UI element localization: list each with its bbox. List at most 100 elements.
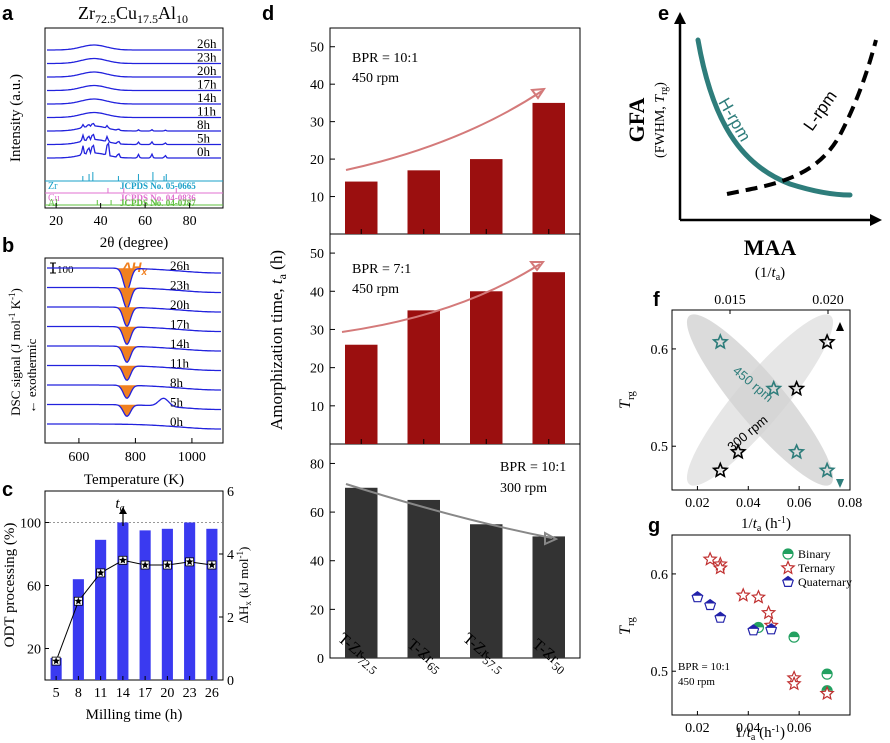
xrd-curve-17h: [47, 84, 221, 92]
d1-bar-1: [407, 170, 440, 234]
panel-a-xticks: 20 40 60 80: [49, 203, 197, 229]
g-point-binary-1-fill: [789, 632, 800, 638]
panel-g: g 0.02 0.04 0.06 0.5 0.6 Binary Ternary Quat…: [617, 515, 852, 743]
f-xtick-label: 0.02: [685, 496, 710, 511]
legend-quaternary-icon-fill: [782, 576, 794, 581]
panel-g-letter: g: [648, 515, 660, 537]
panel-f-xlabel: 1/ta (h-1): [741, 515, 791, 534]
d2-bar-1: [407, 310, 440, 444]
panel-c-ylabel-right: ΔHx (kJ mol-1): [235, 547, 253, 624]
d1-bar-3: [532, 102, 565, 234]
panel-a-xrd-curves: [47, 44, 221, 159]
d1-ytick-label: 20: [310, 153, 324, 168]
g-point-quaternary-0-fill: [692, 591, 703, 596]
c-ytick-left-label: 60: [27, 580, 41, 595]
xrd-curve-11h: [47, 111, 221, 119]
g-point-ternary-0: [702, 551, 718, 566]
panel-b-curve-labels: 26h 23h 20h 17h 14h 11h 8h 5h 0h: [170, 258, 190, 429]
dsc-label-0h: 0h: [170, 414, 184, 429]
xrd-curve-20h: [47, 71, 221, 78]
dsc-label-23h: 23h: [170, 278, 190, 293]
ref-cu-element: Cu: [48, 193, 60, 204]
dsc-curve-5h: [47, 397, 221, 417]
panel-d-bars: [345, 102, 565, 658]
g-point-quaternary-4-fill: [765, 623, 777, 628]
ref-zr-jcpds: JCPDS No. 05-0665: [120, 181, 196, 191]
panel-c-bars: [45, 522, 223, 680]
d3-bar-1: [407, 499, 440, 658]
d2-ytick-label: 40: [310, 285, 324, 300]
g-point-ternary-8: [786, 675, 802, 691]
d3-ytick-label: 80: [310, 457, 324, 472]
f-point-450-0: [711, 332, 730, 350]
d3-ytick-label: 20: [310, 603, 324, 618]
panel-a-letter: a: [2, 3, 14, 25]
panel-b-xticks: 600 800 1000: [68, 438, 206, 465]
f-point-450-2: [787, 443, 806, 460]
c-ytick-left-label: 100: [20, 517, 41, 532]
panel-g-ticks: 0.02 0.04 0.06 0.5 0.6: [651, 568, 812, 736]
c-bar-17: [139, 530, 151, 680]
d3-bar-2: [470, 524, 503, 658]
f-point-300-0: [711, 461, 730, 478]
xrd-label-17h: 17h: [197, 77, 217, 92]
dsc-label-20h: 20h: [170, 297, 190, 312]
panel-f: f 450 rpm 300 rpm 0.02 0.04 0.06 0.080.015 0…: [617, 289, 862, 534]
f-xtick-label: 0.08: [838, 496, 863, 511]
b-xtick-label: 800: [125, 450, 146, 465]
legend-binary-icon-fill: [783, 549, 793, 554]
h-rpm-curve: [695, 37, 853, 198]
panel-e-letter: e: [658, 3, 669, 25]
d1-ytick-label: 30: [310, 116, 324, 131]
d1-rpm: 450 rpm: [352, 71, 399, 86]
c-xtick-label: 26: [205, 686, 219, 701]
ref-al-element: Al: [48, 198, 58, 209]
xrd-curve-23h: [47, 57, 221, 65]
g-note-bpr: BPR = 10:1: [678, 661, 730, 673]
l-rpm-label: L-rpm: [800, 87, 841, 134]
panel-b-xlabel: Temperature (K): [84, 472, 184, 488]
d3-bar-3: [532, 536, 565, 658]
xrd-label-14h: 14h: [197, 90, 217, 105]
g-xtick-label: 0.02: [685, 721, 710, 736]
f-xtick-label: 0.06: [787, 496, 812, 511]
panel-d: d 10 20 30 40 50 10 20 30 40 50 0 20 40 60 80 BPR = 10…: [262, 3, 581, 677]
c-ytick-right-label: 2: [227, 611, 234, 626]
dsc-label-11h: 11h: [170, 356, 190, 371]
g-point-ternary-5: [760, 604, 777, 620]
dsc-curve-8h: [47, 384, 221, 399]
g-point-ternary-2: [712, 560, 728, 575]
c-bar-26: [206, 528, 218, 680]
xrd-curve-14h: [47, 98, 221, 105]
c-xtick-label: 5: [53, 686, 60, 701]
panel-e-xlabel2: (1/ta): [755, 265, 785, 283]
f-ytick-label: 0.5: [651, 440, 669, 455]
dsc-label-5h: 5h: [170, 395, 184, 410]
l-rpm-curve: [726, 39, 878, 196]
c-ytick-right-label: 0: [227, 674, 234, 689]
g-point-ternary-9: [819, 685, 835, 701]
c-xtick-label: 17: [138, 686, 152, 701]
ref-cu-jcpds: JCPDS No. 04-0836: [120, 193, 196, 203]
c-dh-star-0: [52, 657, 60, 665]
d3-bar-0: [345, 487, 378, 658]
d2-bar-3: [532, 272, 565, 444]
d3-ytick-label: 0: [317, 652, 324, 667]
b-xtick-label: 1000: [178, 450, 206, 465]
c-dh-star-5: [163, 561, 172, 569]
c-dh-star-7: [208, 561, 216, 569]
dsc-curve-26h: [47, 267, 221, 291]
panel-f-letter: f: [653, 289, 660, 311]
g-note-rpm: 450 rpm: [678, 676, 715, 688]
d1-ytick-label: 50: [310, 41, 324, 56]
c-xtick-label: 8: [75, 686, 82, 701]
d1-bar-2: [470, 159, 503, 234]
f-top-tick-label: 0.020: [812, 293, 844, 308]
c-ytick-left-label: 20: [27, 643, 41, 658]
g-point-quaternary-3-fill: [748, 624, 759, 629]
g-point-ternary-3: [735, 587, 751, 602]
panel-a-references: Zr Cu Al JCPDS No. 05-0665 JCPDS No. 04-…: [45, 172, 223, 209]
dsc-label-14h: 14h: [170, 336, 190, 351]
